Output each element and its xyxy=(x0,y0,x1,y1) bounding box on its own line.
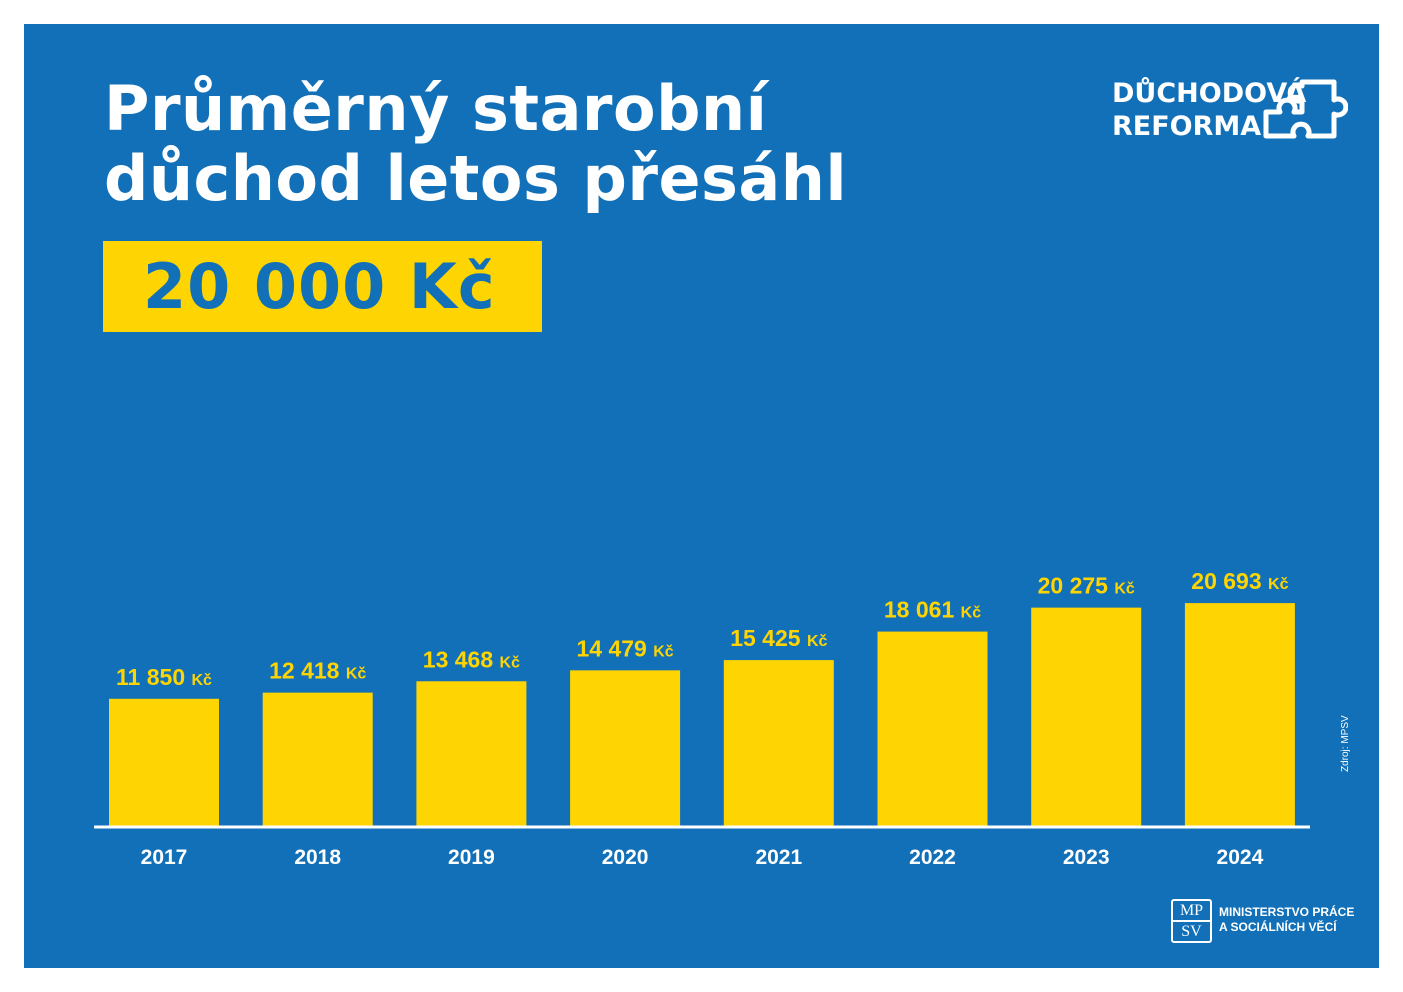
value-unit: Kč xyxy=(192,672,213,689)
bar-2024 xyxy=(1184,603,1295,827)
annotation-line: 2024 xyxy=(1217,483,1261,505)
ministry-logo: MP SV xyxy=(1171,899,1212,943)
bar-chart: 11 850 Kč 2017 12 418 Kč 2018 13 468 Kč 2019 1… xyxy=(94,568,1310,869)
title-line-1: Průměrný starobní xyxy=(104,72,768,145)
annotation-line: zvýšení xyxy=(1204,426,1274,448)
value-label-2020: 14 479 Kč xyxy=(576,635,673,661)
ministry-logo-bottom: SV xyxy=(1181,923,1202,940)
value-label-2017: 11 850 Kč xyxy=(116,664,212,690)
puzzle-piece-icon xyxy=(1263,79,1348,139)
bar-2023 xyxy=(1031,607,1142,827)
bar-2022 xyxy=(877,631,988,827)
x-tick-2018: 2018 xyxy=(294,846,341,869)
bar-2017 xyxy=(109,698,219,827)
annotation-line: starobní xyxy=(1201,369,1277,391)
page-title: Průměrný starobní důchod letos přesáhl xyxy=(104,74,847,214)
value-unit: Kč xyxy=(500,654,521,671)
bar-2020 xyxy=(570,670,681,827)
ministry-logo-top: MP xyxy=(1173,901,1210,922)
bar-annotation: průměrný starobní důchod po zvýšení v le… xyxy=(1184,338,1294,509)
x-tick-2017: 2017 xyxy=(141,846,188,869)
value-unit: Kč xyxy=(1268,576,1289,593)
annotation-line: důchod po xyxy=(1190,398,1288,419)
value-unit: Kč xyxy=(807,633,828,650)
value-unit: Kč xyxy=(1114,581,1135,598)
x-tick-2021: 2021 xyxy=(755,846,802,869)
infographic-panel: Průměrný starobní důchod letos přesáhl 2… xyxy=(24,24,1379,968)
highlight-amount: 20 000 Kč xyxy=(103,241,542,332)
value-unit: Kč xyxy=(961,605,982,622)
bar-2021 xyxy=(723,660,834,827)
logo-line-1: DŮCHODOVÁ xyxy=(1112,78,1307,109)
x-tick-2019: 2019 xyxy=(448,846,495,869)
x-tick-2023: 2023 xyxy=(1063,846,1110,869)
bar-2018 xyxy=(262,692,373,827)
value-label-2023: 20 275 Kč xyxy=(1038,573,1135,599)
title-line-2: důchod letos přesáhl xyxy=(104,142,848,215)
value-label-2021: 15 425 Kč xyxy=(730,625,827,651)
value-label-2018: 12 418 Kč xyxy=(269,658,366,684)
annotation-line: průměrný xyxy=(1195,341,1283,362)
annotation-line: v lednu xyxy=(1205,455,1273,476)
ministry-name-line-1: MINISTERSTVO PRÁCE xyxy=(1219,905,1355,919)
value-label-2022: 18 061 Kč xyxy=(884,597,981,623)
x-tick-2024: 2024 xyxy=(1217,846,1264,869)
logo-line-2: REFORMA xyxy=(1112,111,1262,142)
x-tick-2022: 2022 xyxy=(909,846,956,869)
bar-2019 xyxy=(416,681,527,827)
ministry-name-line-2: A SOCIÁLNÍCH VĚCÍ xyxy=(1219,920,1337,934)
x-tick-2020: 2020 xyxy=(602,846,649,869)
value-unit: Kč xyxy=(653,643,674,660)
ministry-name: MINISTERSTVO PRÁCE A SOCIÁLNÍCH VĚCÍ xyxy=(1219,905,1354,935)
value-unit: Kč xyxy=(346,666,367,683)
value-label-2019: 13 468 Kč xyxy=(423,646,520,672)
value-label-2024: 20 693 Kč xyxy=(1191,568,1288,594)
source-note: Zdroj: MPSV xyxy=(1340,715,1351,772)
